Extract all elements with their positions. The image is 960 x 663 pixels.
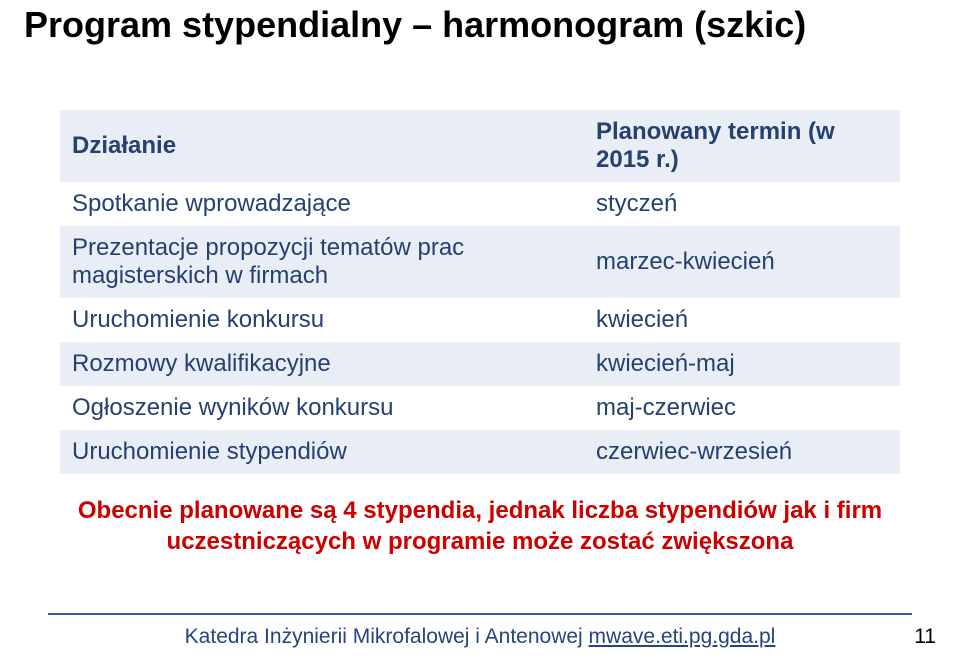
mid-note: Obecnie planowane są 4 stypendia, jednak… [60, 495, 900, 557]
header-left: Działanie [60, 110, 584, 182]
table-row: Ogłoszenie wyników konkursu maj-czerwiec [60, 386, 900, 430]
footer-dept: Katedra Inżynierii Mikrofalowej i Anteno… [185, 625, 589, 648]
page-title: Program stypendialny – harmonogram (szki… [24, 4, 806, 46]
cell-term: marzec-kwiecień [584, 226, 900, 298]
page-number: 11 [914, 625, 936, 649]
cell-action: Uruchomienie stypendiów [60, 430, 584, 474]
cell-term: maj-czerwiec [584, 386, 900, 430]
header-right: Planowany termin (w 2015 r.) [584, 110, 900, 182]
schedule-table: Działanie Planowany termin (w 2015 r.) S… [60, 110, 900, 474]
footer: Katedra Inżynierii Mikrofalowej i Anteno… [0, 625, 960, 649]
cell-term: czerwiec-wrzesień [584, 430, 900, 474]
table-row: Uruchomienie konkursu kwiecień [60, 298, 900, 342]
table-header-row: Działanie Planowany termin (w 2015 r.) [60, 110, 900, 182]
cell-action: Rozmowy kwalifikacyjne [60, 342, 584, 386]
cell-term: kwiecień [584, 298, 900, 342]
table-row: Uruchomienie stypendiów czerwiec-wrzesie… [60, 430, 900, 474]
table-row: Spotkanie wprowadzające styczeń [60, 182, 900, 226]
cell-action: Spotkanie wprowadzające [60, 182, 584, 226]
footer-link[interactable]: mwave.eti.pg.gda.pl [589, 625, 776, 648]
cell-action: Uruchomienie konkursu [60, 298, 584, 342]
cell-action: Ogłoszenie wyników konkursu [60, 386, 584, 430]
cell-term: styczeń [584, 182, 900, 226]
table-row: Rozmowy kwalifikacyjne kwiecień-maj [60, 342, 900, 386]
footer-divider [48, 613, 912, 615]
table-row: Prezentacje propozycji tematów prac magi… [60, 226, 900, 298]
cell-action: Prezentacje propozycji tematów prac magi… [60, 226, 584, 298]
cell-term: kwiecień-maj [584, 342, 900, 386]
